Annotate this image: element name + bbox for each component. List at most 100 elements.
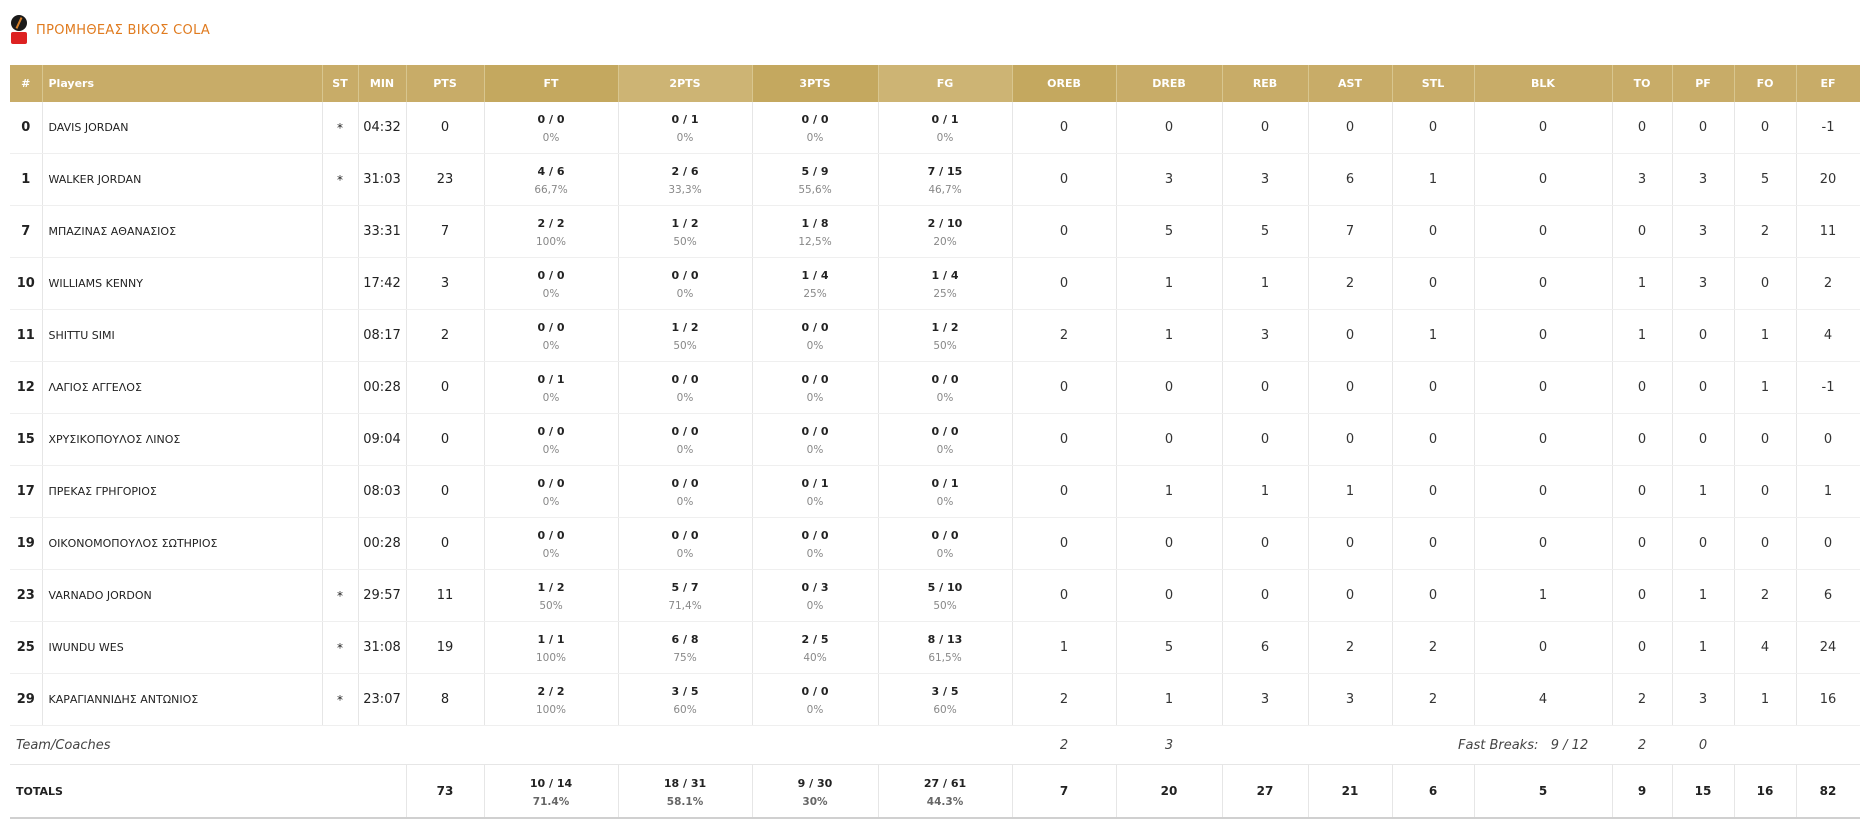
player-to: 1 xyxy=(1612,257,1673,310)
starter-mark xyxy=(322,413,359,466)
starter-mark xyxy=(322,309,359,362)
player-name[interactable]: WILLIAMS KENNY xyxy=(42,257,323,310)
player-name[interactable]: VARNADO JORDON xyxy=(42,569,323,622)
player-2pts: 0 / 1 0% xyxy=(618,102,753,154)
starter-mark xyxy=(322,465,359,518)
player-ast: 2 xyxy=(1308,621,1393,674)
player-3pts-pct: 0% xyxy=(806,444,824,456)
player-ft-pct: 0% xyxy=(542,548,560,560)
player-number: 15 xyxy=(10,413,43,466)
player-name[interactable]: ΚΑΡΑΓΙΑΝΝΙΔΗΣ ΑΝΤΩΝΙΟΣ xyxy=(42,673,323,726)
team-header: ΠΡΟΜΗΘΕΑΣ ΒΙΚΟΣ COLA xyxy=(10,14,210,46)
starter-mark xyxy=(322,205,359,258)
player-reb: 3 xyxy=(1222,673,1309,726)
player-3pts: 0 / 0 0% xyxy=(752,309,879,362)
player-name[interactable]: ΛΑΓΙΟΣ ΑΓΓΕΛΟΣ xyxy=(42,361,323,414)
player-name[interactable]: DAVIS JORDAN xyxy=(42,102,323,154)
player-name[interactable]: SHITTU SIMI xyxy=(42,309,323,362)
player-pf: 3 xyxy=(1672,673,1735,726)
player-ast: 0 xyxy=(1308,569,1393,622)
player-min: 08:17 xyxy=(358,309,407,362)
player-name[interactable]: IWUNDU WES xyxy=(42,621,323,674)
player-fg-pct: 0% xyxy=(936,444,954,456)
player-3pts-made: 0 / 0 xyxy=(801,529,829,542)
player-to: 0 xyxy=(1612,361,1673,414)
player-reb: 3 xyxy=(1222,153,1309,206)
player-fg-made: 0 / 1 xyxy=(931,477,959,490)
player-row: 23 VARNADO JORDON * 29:57 11 1 / 2 50% 5 / 7 71,… xyxy=(10,569,1860,622)
player-reb: 0 xyxy=(1222,517,1309,570)
player-pf: 1 xyxy=(1672,621,1735,674)
team-coaches-label: Team/Coaches xyxy=(10,725,484,765)
player-2pts-pct: 0% xyxy=(676,548,694,560)
player-2pts: 0 / 0 0% xyxy=(618,413,753,466)
player-pts: 0 xyxy=(406,517,485,570)
player-2pts-pct: 0% xyxy=(676,288,694,300)
player-blk: 0 xyxy=(1474,102,1613,154)
player-blk: 0 xyxy=(1474,361,1613,414)
player-2pts: 1 / 2 50% xyxy=(618,309,753,362)
player-2pts-pct: 0% xyxy=(676,132,694,144)
player-ft: 1 / 1 100% xyxy=(484,621,619,674)
player-fo: 5 xyxy=(1734,153,1797,206)
player-2pts-pct: 75% xyxy=(673,652,697,664)
col-pts: PTS xyxy=(406,65,485,102)
player-pts: 7 xyxy=(406,205,485,258)
player-fg: 0 / 0 0% xyxy=(878,361,1013,414)
player-oreb: 0 xyxy=(1012,257,1117,310)
player-fg: 1 / 2 50% xyxy=(878,309,1013,362)
totals-fg-made: 27 / 61 xyxy=(923,776,967,790)
team-logo xyxy=(10,15,28,45)
player-name[interactable]: ΟΙΚΟΝΟΜΟΠΟΥΛΟΣ ΣΩΤΗΡΙΟΣ xyxy=(42,517,323,570)
player-fo: 0 xyxy=(1734,517,1797,570)
player-fg-made: 8 / 13 xyxy=(927,633,963,646)
totals-fg: 27 / 61 44.3% xyxy=(878,764,1013,819)
player-dreb: 5 xyxy=(1116,621,1223,674)
player-min: 00:28 xyxy=(358,517,407,570)
player-pf: 0 xyxy=(1672,361,1735,414)
player-stl: 2 xyxy=(1392,621,1475,674)
player-3pts-pct: 12,5% xyxy=(798,236,832,248)
player-3pts-made: 0 / 1 xyxy=(801,477,829,490)
player-fo: 1 xyxy=(1734,673,1797,726)
player-ft-made: 0 / 0 xyxy=(537,269,565,282)
player-2pts-pct: 0% xyxy=(676,444,694,456)
player-name[interactable]: ΜΠΑΖΙΝΑΣ ΑΘΑΝΑΣΙΟΣ xyxy=(42,205,323,258)
player-reb: 6 xyxy=(1222,621,1309,674)
player-2pts: 6 / 8 75% xyxy=(618,621,753,674)
col-stl: STL xyxy=(1392,65,1475,102)
player-row: 29 ΚΑΡΑΓΙΑΝΝΙΔΗΣ ΑΝΤΩΝΙΟΣ * 23:07 8 2 / 2 100%… xyxy=(10,673,1860,726)
player-pts: 19 xyxy=(406,621,485,674)
team-name[interactable]: ΠΡΟΜΗΘΕΑΣ ΒΙΚΟΣ COLA xyxy=(36,22,211,38)
player-2pts-made: 0 / 0 xyxy=(671,477,699,490)
player-ast: 2 xyxy=(1308,257,1393,310)
totals-2pts-made: 18 / 31 xyxy=(663,776,707,790)
player-dreb: 1 xyxy=(1116,257,1223,310)
player-blk: 0 xyxy=(1474,621,1613,674)
starter-mark: * xyxy=(322,621,359,674)
player-blk: 0 xyxy=(1474,153,1613,206)
player-name[interactable]: ΠΡΕΚΑΣ ΓΡΗΓΟΡΙΟΣ xyxy=(42,465,323,518)
player-ft-pct: 0% xyxy=(542,392,560,404)
player-ast: 1 xyxy=(1308,465,1393,518)
col-num: # xyxy=(10,65,43,102)
player-fg-pct: 60% xyxy=(933,704,957,716)
player-reb: 0 xyxy=(1222,102,1309,154)
player-fo: 2 xyxy=(1734,205,1797,258)
player-number: 10 xyxy=(10,257,43,310)
col-reb: REB xyxy=(1222,65,1309,102)
player-pts: 23 xyxy=(406,153,485,206)
player-pts: 11 xyxy=(406,569,485,622)
starter-mark: * xyxy=(322,102,359,154)
player-name[interactable]: WALKER JORDAN xyxy=(42,153,323,206)
player-2pts-pct: 33,3% xyxy=(668,184,702,196)
player-ft-made: 0 / 0 xyxy=(537,113,565,126)
player-ef: 20 xyxy=(1796,153,1860,206)
player-fg: 3 / 5 60% xyxy=(878,673,1013,726)
player-name[interactable]: ΧΡΥΣΙΚΟΠΟΥΛΟΣ ΛΙΝΟΣ xyxy=(42,413,323,466)
player-number: 0 xyxy=(10,102,43,154)
player-fg: 0 / 0 0% xyxy=(878,517,1013,570)
col-fo: FO xyxy=(1734,65,1797,102)
player-pf: 3 xyxy=(1672,153,1735,206)
team-to: 2 xyxy=(1612,725,1672,765)
